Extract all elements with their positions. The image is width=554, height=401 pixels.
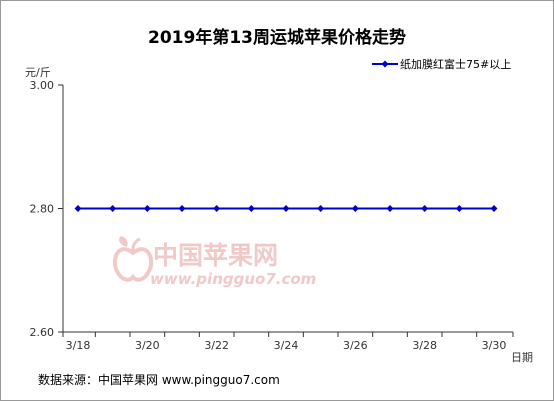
data-source: 数据来源：中国苹果网 www.pingguo7.com: [38, 372, 280, 387]
x-tick-label: 3/22: [204, 339, 229, 352]
legend-label: 纸加膜红富士75#以上: [400, 57, 511, 71]
x-tick-label: 3/28: [412, 339, 437, 352]
data-point: [351, 205, 359, 212]
legend-marker: [381, 60, 389, 68]
series-group: [74, 205, 498, 212]
data-point: [178, 205, 186, 212]
x-tick-label: 3/20: [135, 339, 160, 352]
data-point: [282, 205, 290, 212]
x-tick-label: 3/18: [66, 339, 91, 352]
y-tick-label: 2.80: [30, 203, 55, 216]
data-point: [143, 205, 151, 212]
x-tick-label: 3/30: [482, 339, 507, 352]
data-point: [421, 205, 429, 212]
data-point: [490, 205, 498, 212]
x-tick-label: 3/24: [274, 339, 299, 352]
data-point: [455, 205, 463, 212]
data-point: [317, 205, 325, 212]
chart-title: 2019年第13周运城苹果价格走势: [148, 27, 406, 48]
y-tick-label: 2.60: [30, 326, 55, 339]
data-point: [386, 205, 394, 212]
watermark-text: 中国苹果网: [153, 241, 278, 270]
x-axis-label: 日期: [511, 351, 533, 364]
y-ticks: 3.00 2.80 2.60: [30, 79, 63, 339]
data-point: [109, 205, 117, 212]
x-ticks: 3/18 3/20 3/22 3/24 3/26 3/28 3/30: [62, 332, 514, 352]
x-tick-label: 3/26: [343, 339, 368, 352]
legend: 纸加膜红富士75#以上: [372, 57, 511, 71]
watermark: 中国苹果网 www.pingguo7.com: [112, 236, 316, 288]
data-point: [74, 205, 82, 212]
y-tick-label: 3.00: [30, 79, 55, 92]
watermark-url: www.pingguo7.com: [150, 270, 316, 288]
data-point: [247, 205, 255, 212]
apple-logo-icon: [112, 236, 154, 282]
data-point: [213, 205, 221, 212]
y-axis-unit: 元/斤: [25, 66, 51, 79]
